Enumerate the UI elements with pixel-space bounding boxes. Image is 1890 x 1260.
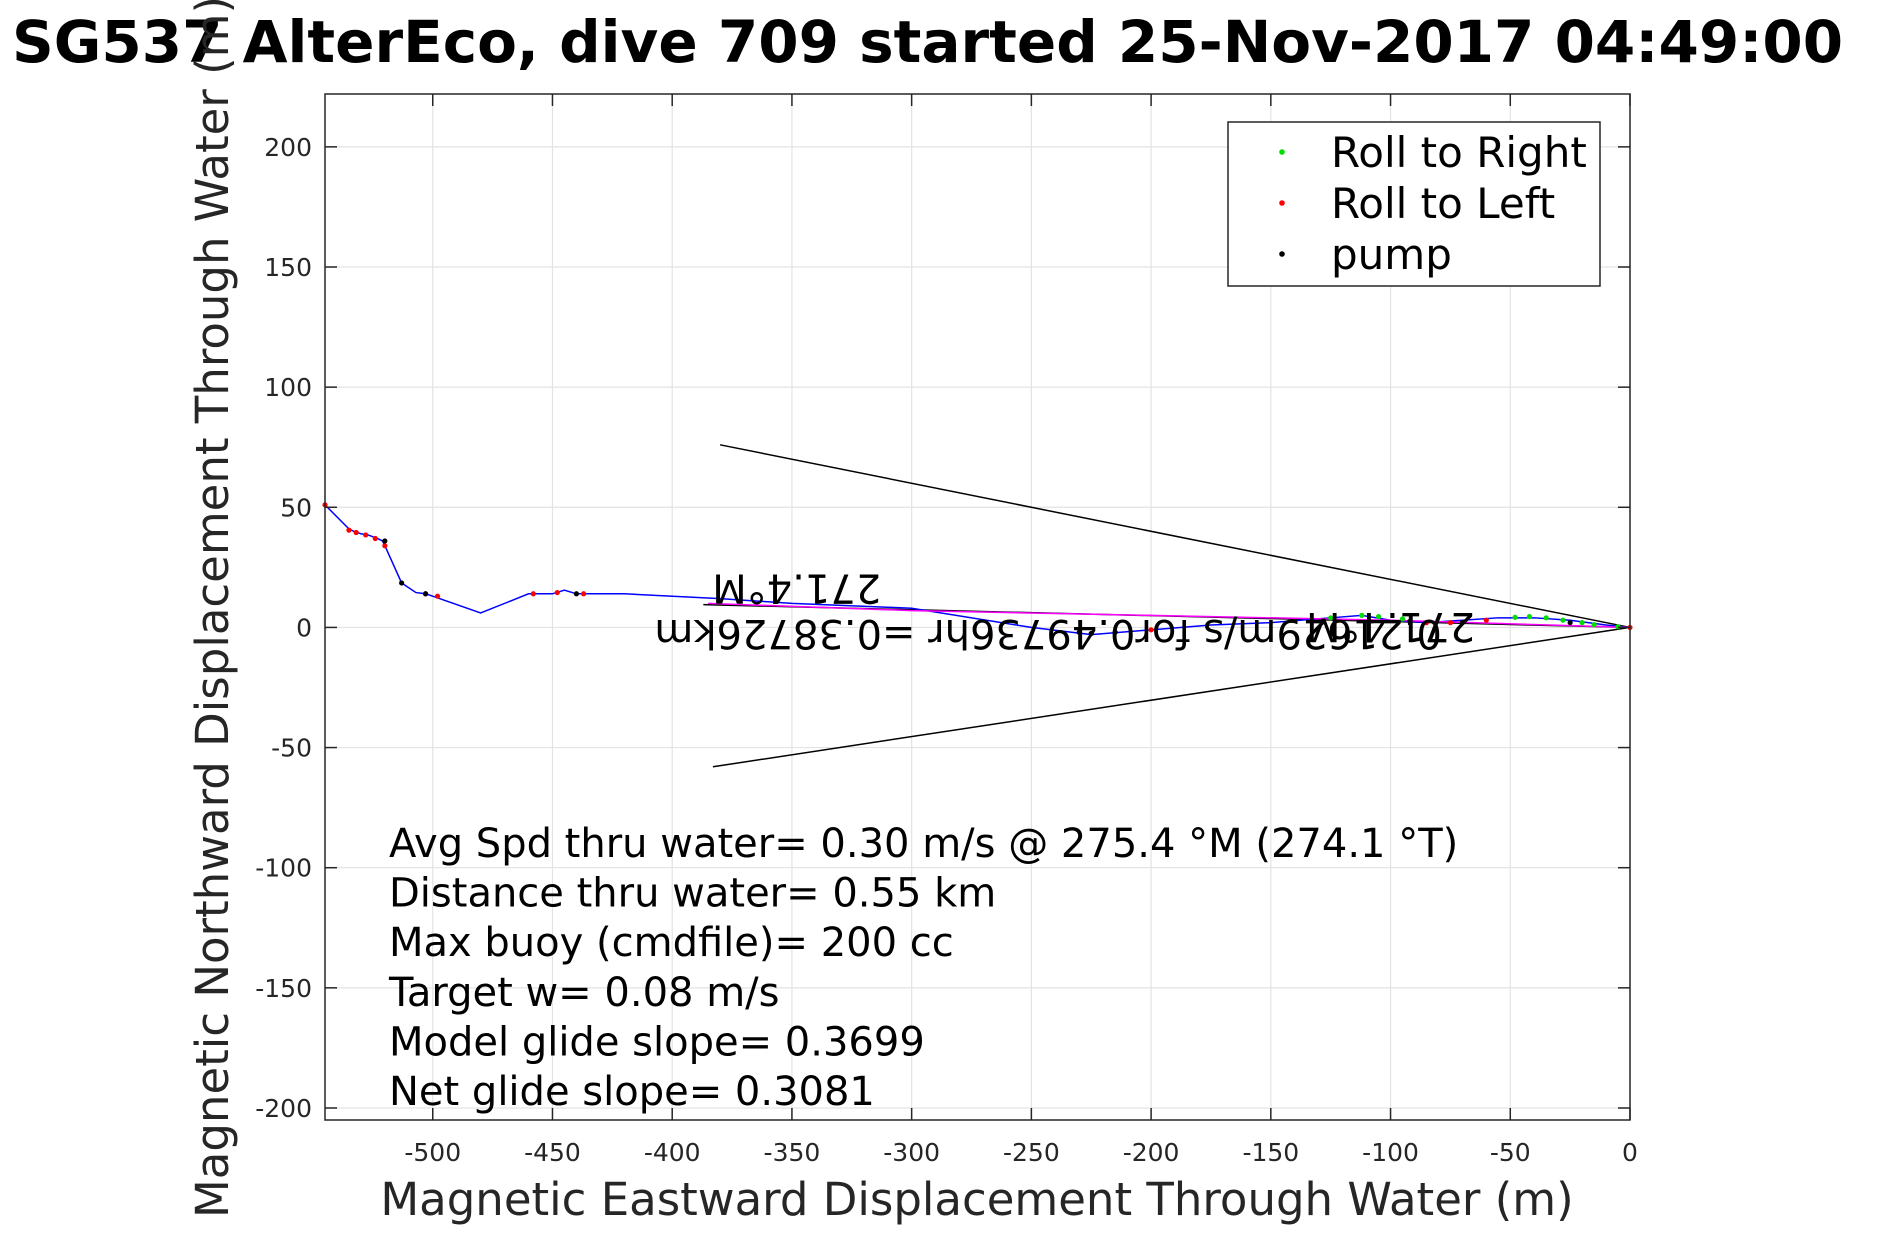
x-tick-label: -250 — [1003, 1138, 1060, 1167]
heading-label: 271.4°M — [1306, 603, 1475, 649]
marker-roll-to-left — [554, 589, 560, 596]
marker-roll-to-right — [1359, 612, 1365, 619]
legend-label: Roll to Left — [1331, 179, 1555, 228]
axis-ticks — [325, 94, 1631, 1120]
annotation-line: Max buoy (cmdfile)= 200 cc — [389, 920, 954, 966]
marker-roll-to-right — [1512, 614, 1518, 620]
marker-pump — [422, 591, 429, 597]
x-tick-label: -150 — [1242, 1138, 1299, 1167]
y-tick-label: -100 — [255, 854, 312, 883]
heading-label: 0.21629m/s for0.49736hr =0.38726km — [654, 610, 1441, 656]
marker-roll-to-left — [363, 532, 369, 538]
y-axis-label: Magnetic Northward Displacement Through … — [186, 0, 239, 1218]
marker-roll-to-left — [1148, 627, 1154, 633]
markers — [322, 502, 1633, 637]
marker-roll-to-left — [353, 529, 359, 536]
x-axis-label: Magnetic Eastward Displacement Through W… — [380, 1173, 1573, 1226]
annotation-line: Distance thru water= 0.55 km — [389, 871, 996, 917]
marker-roll-to-left — [434, 593, 441, 599]
marker-roll-to-left — [581, 591, 587, 597]
marker-roll-to-left — [1423, 620, 1430, 626]
y-tick-label: 50 — [280, 493, 312, 522]
legend-label: pump — [1331, 230, 1452, 279]
marker-roll-to-right — [1399, 616, 1406, 622]
marker-pump — [1112, 629, 1118, 635]
marker-pump — [1076, 629, 1082, 635]
marker-pump — [1567, 620, 1573, 626]
annotation-line: Model glide slope= 0.3699 — [389, 1019, 925, 1065]
annotation-line: Target w= 0.08 m/s — [388, 970, 779, 1016]
track-line — [708, 602, 1631, 629]
legend-marker — [1279, 251, 1285, 257]
marker-pump — [1407, 618, 1413, 625]
annotations: Avg Spd thru water= 0.30 m/s @ 275.4 °M … — [388, 821, 1458, 1115]
marker-roll-to-right — [1375, 614, 1382, 620]
legend-marker — [1279, 200, 1285, 206]
flipped-labels: 271.4°M 271.4°M0.21629m/s for0.49736hr =0… — [654, 565, 1475, 657]
marker-roll-to-right — [1591, 621, 1597, 628]
plot-frame — [324, 93, 1631, 1121]
marker-pump — [1459, 620, 1465, 626]
x-tick-label: -100 — [1362, 1138, 1419, 1167]
y-tick-label: -150 — [255, 974, 312, 1003]
marker-roll-to-right — [1328, 615, 1334, 621]
marker-roll-to-right — [1543, 615, 1549, 621]
y-tick-label: -200 — [255, 1094, 312, 1123]
y-tick-labels: -200 -150 -100 -50 0 50 100 150 200 — [255, 133, 312, 1123]
marker-roll-to-left — [1483, 617, 1489, 623]
legend-box — [1227, 121, 1601, 287]
marker-pump — [573, 591, 580, 597]
bearing-line — [712, 626, 1631, 768]
bearing-line — [719, 444, 1631, 629]
marker-pump — [399, 580, 405, 586]
series-lines — [324, 504, 1631, 636]
x-tick-label: -400 — [644, 1138, 701, 1167]
y-tick-label: -50 — [271, 734, 312, 763]
marker-roll-to-left — [530, 591, 536, 597]
x-tick-labels: -500 -450 -400 -350 -300 -250 -200 -150 -100 -50 0 — [404, 1138, 1638, 1167]
marker-roll-to-left — [372, 535, 378, 542]
y-tick-label: 200 — [264, 133, 312, 162]
annotation-line: Net glide slope= 0.3081 — [389, 1069, 875, 1115]
y-tick-label: 0 — [296, 613, 312, 642]
x-tick-label: 0 — [1622, 1138, 1638, 1167]
x-tick-label: -300 — [883, 1138, 940, 1167]
x-tick-label: -450 — [524, 1138, 581, 1167]
marker-roll-to-left — [346, 527, 352, 533]
marker-roll-to-left — [1447, 620, 1454, 626]
y-tick-label: 100 — [264, 373, 312, 402]
chart-title: SG537 AlterEco, dive 709 started 25-Nov-… — [12, 8, 1843, 76]
marker-pump — [1088, 630, 1094, 637]
legend-marker — [1279, 149, 1285, 155]
marker-pump — [382, 538, 388, 544]
annotation-line: Avg Spd thru water= 0.30 m/s @ 275.4 °M … — [389, 821, 1458, 867]
x-tick-label: -500 — [404, 1138, 461, 1167]
y-tick-label: 150 — [264, 253, 312, 282]
x-tick-label: -350 — [764, 1138, 821, 1167]
legend-label: Roll to Right — [1331, 128, 1587, 177]
marker-roll-to-left — [382, 543, 388, 549]
marker-roll-to-right — [1579, 620, 1585, 626]
x-tick-label: -50 — [1490, 1138, 1531, 1167]
marker-roll-to-right — [1560, 617, 1566, 623]
heading-label: 271.4°M — [712, 565, 881, 611]
marker-roll-to-right — [1526, 614, 1533, 620]
x-tick-label: -200 — [1123, 1138, 1180, 1167]
